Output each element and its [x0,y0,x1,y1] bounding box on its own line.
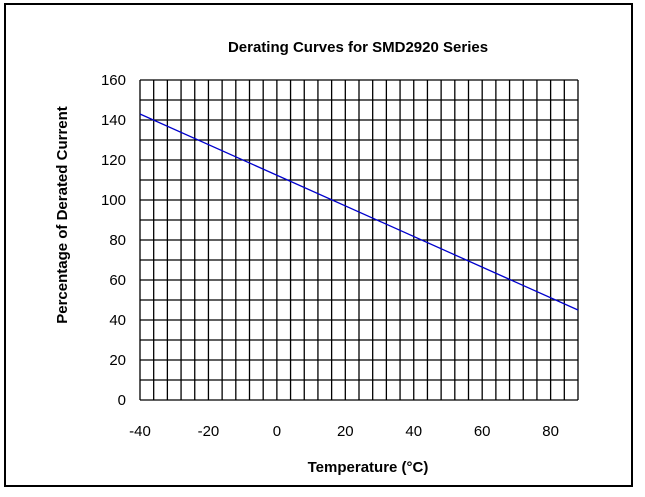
y-tick-labels: 0 20 40 60 80 100 120 140 160 [101,72,126,409]
y-axis-label: Percentage of Derated Current [54,106,71,324]
x-tick-label: 80 [542,423,559,440]
x-tick-label: 0 [273,423,281,440]
y-tick-label: 60 [109,272,126,289]
x-tick-labels: -40 -20 0 20 40 60 80 [129,423,559,440]
series-line-0 [139,113,579,311]
y-tick-label: 80 [109,232,126,249]
series-group [139,113,579,311]
y-tick-label: 40 [109,312,126,329]
x-tick-label: 60 [474,423,491,440]
x-tick-label: -40 [129,423,151,440]
y-tick-label: 100 [101,192,126,209]
y-tick-label: 20 [109,352,126,369]
x-axis-label: Temperature (°C) [308,459,429,476]
y-tick-label: 120 [101,152,126,169]
x-tick-label: 20 [337,423,354,440]
y-tick-label: 140 [101,112,126,129]
plot-grid [139,79,579,401]
x-tick-label: 40 [405,423,422,440]
y-tick-label: 0 [118,392,126,409]
x-tick-label: -20 [198,423,220,440]
chart-title: Derating Curves for SMD2920 Series [228,39,488,56]
y-tick-label: 160 [101,72,126,89]
